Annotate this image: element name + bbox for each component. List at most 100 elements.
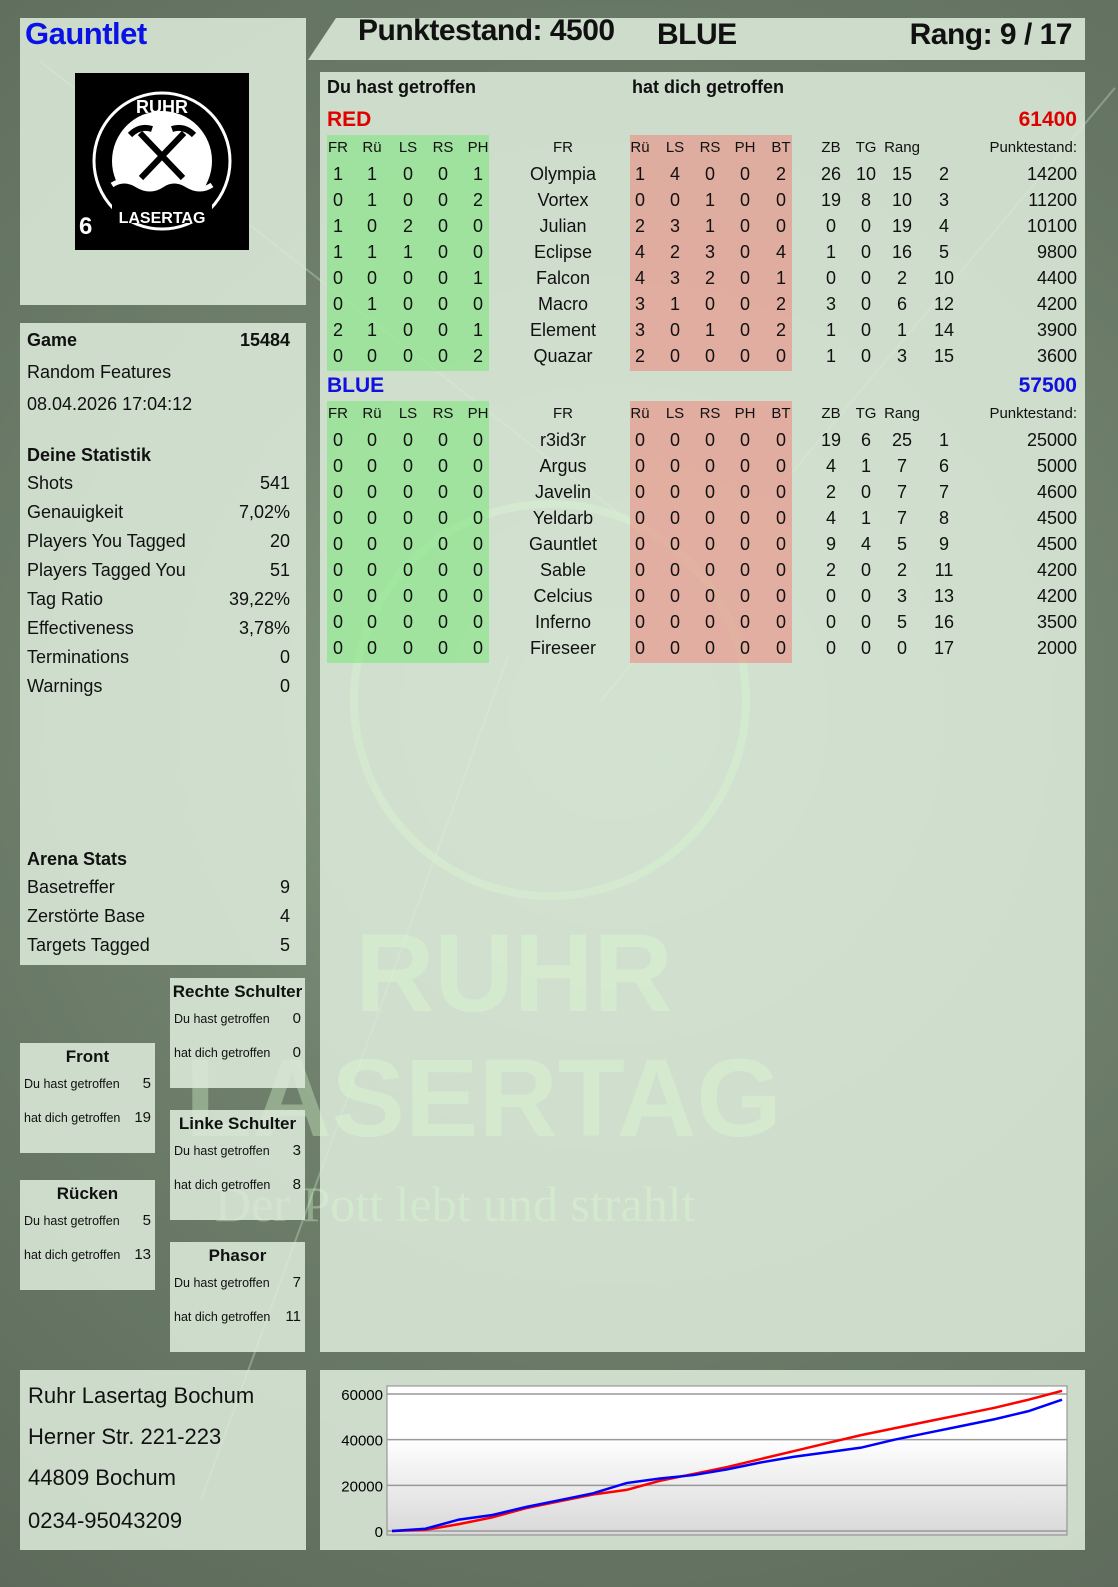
- player-score: 4200: [1036, 294, 1077, 314]
- stat-cell: 0: [739, 534, 750, 554]
- team-score: 57500: [1018, 374, 1077, 397]
- column-header: ZB: [821, 405, 841, 422]
- stat-cell: 0: [704, 534, 715, 554]
- stat-cell: 0: [634, 586, 645, 606]
- stats-panel: [20, 323, 306, 965]
- stat-cell: 0: [775, 560, 786, 580]
- stat-cell: 6: [938, 456, 949, 476]
- stat-label: Effectiveness: [27, 618, 134, 638]
- stat-cell: 0: [739, 320, 750, 340]
- player-score: 3600: [1036, 346, 1077, 366]
- stat-cell: 3: [825, 294, 836, 314]
- stat-cell: 0: [366, 560, 377, 580]
- hit-zone-4: Phasor Du hast getroffen 7 hat dich getroff…: [170, 1242, 305, 1352]
- arena-stat-label: Targets Tagged: [27, 935, 150, 955]
- stat-cell: 0: [366, 586, 377, 606]
- stat-cell: 0: [402, 294, 413, 314]
- stat-cell: 0: [739, 456, 750, 476]
- stat-cell: 5: [938, 242, 949, 262]
- stat-cell: 0: [332, 346, 343, 366]
- stat-cell: 0: [669, 320, 680, 340]
- zone-you-hit-label: Du hast getroffen: [174, 1012, 270, 1026]
- stat-cell: 3: [669, 216, 680, 236]
- logo-text: RUHR: [136, 97, 188, 117]
- stat-label: Warnings: [27, 676, 103, 696]
- zone-hit-you-value: 19: [134, 1109, 151, 1126]
- zone-hit-you-label: hat dich getroffen: [174, 1178, 271, 1192]
- player-row: 0 0 0 0 0 Gauntlet 0 0 0 0 0 9 4 5 9 4500: [0, 534, 1118, 558]
- player-score: 3500: [1036, 612, 1077, 632]
- stat-cell: 0: [437, 346, 448, 366]
- stat-cell: 0: [332, 586, 343, 606]
- stat-cell: 1: [472, 320, 483, 340]
- stat-cell: 2: [825, 560, 836, 580]
- stat-cell: 0: [437, 508, 448, 528]
- stat-cell: 0: [437, 482, 448, 502]
- stat-cell: 0: [739, 346, 750, 366]
- stat-cell: 0: [437, 430, 448, 450]
- player-score: 4400: [1036, 268, 1077, 288]
- player-score: 25000: [1026, 430, 1077, 450]
- stat-cell: 0: [860, 560, 871, 580]
- stat-cell: 19: [820, 190, 842, 210]
- player-name: Element: [529, 320, 597, 340]
- stat-cell: 0: [402, 534, 413, 554]
- stat-cell: 0: [332, 612, 343, 632]
- zone-hit-you-value: 8: [292, 1176, 301, 1193]
- stat-cell: 0: [739, 216, 750, 236]
- arena-stat-value: 5: [279, 935, 290, 955]
- stat-cell: 3: [634, 294, 645, 314]
- stat-cell: 1: [896, 320, 907, 340]
- stat-cell: 0: [860, 320, 871, 340]
- zone-you-hit-label: Du hast getroffen: [24, 1214, 120, 1228]
- column-header: RS: [432, 139, 454, 156]
- stat-cell: 0: [366, 534, 377, 554]
- stat-cell: 0: [437, 320, 448, 340]
- stat-cell: 0: [825, 216, 836, 236]
- stat-cell: 15: [891, 164, 913, 184]
- stat-cell: 0: [669, 612, 680, 632]
- stat-cell: 2: [775, 164, 786, 184]
- stat-cell: 1: [825, 346, 836, 366]
- stat-cell: 0: [332, 560, 343, 580]
- zone-hit-you-label: hat dich getroffen: [174, 1310, 271, 1324]
- stat-cell: 0: [860, 294, 871, 314]
- stat-cell: 2: [938, 164, 949, 184]
- stat-value: 51: [269, 560, 290, 580]
- player-row: 0 0 0 0 0 Argus 0 0 0 0 0 4 1 7 6 5000: [0, 456, 1118, 480]
- column-header: FR: [553, 405, 573, 422]
- game-label: Game: [27, 330, 78, 350]
- stat-cell: 0: [634, 482, 645, 502]
- stat-cell: 4: [669, 164, 680, 184]
- stat-cell: 0: [739, 560, 750, 580]
- stat-cell: 0: [739, 586, 750, 606]
- stat-cell: 15: [933, 346, 955, 366]
- player-name: r3id3r: [539, 430, 587, 450]
- stat-cell: 0: [437, 190, 448, 210]
- stat-cell: 0: [704, 508, 715, 528]
- stat-cell: 0: [437, 456, 448, 476]
- stat-cell: 1: [366, 164, 377, 184]
- player-score: 3900: [1036, 320, 1077, 340]
- stat-cell: 0: [472, 586, 483, 606]
- column-header: PH: [734, 405, 756, 422]
- column-header: Rü: [630, 405, 650, 422]
- stat-cell: 0: [669, 508, 680, 528]
- stat-cell: 14: [933, 320, 955, 340]
- stat-cell: 0: [366, 216, 377, 236]
- stat-cell: 4: [634, 242, 645, 262]
- player-name: Sable: [539, 560, 587, 580]
- stat-value: 0: [279, 676, 290, 696]
- stat-cell: 1: [704, 320, 715, 340]
- player-name: Macro: [537, 294, 588, 314]
- stat-cell: 0: [437, 164, 448, 184]
- player-score: 9800: [1036, 242, 1077, 262]
- stat-cell: 0: [860, 268, 871, 288]
- stat-cell: 0: [402, 456, 413, 476]
- column-header: RS: [699, 405, 721, 422]
- player-name: Falcon: [535, 268, 591, 288]
- hit-zone-3: Rücken Du hast getroffen 5 hat dich getroff…: [20, 1180, 155, 1290]
- stat-cell: 0: [669, 346, 680, 366]
- stat-cell: 0: [472, 638, 483, 658]
- stat-cell: 0: [775, 456, 786, 476]
